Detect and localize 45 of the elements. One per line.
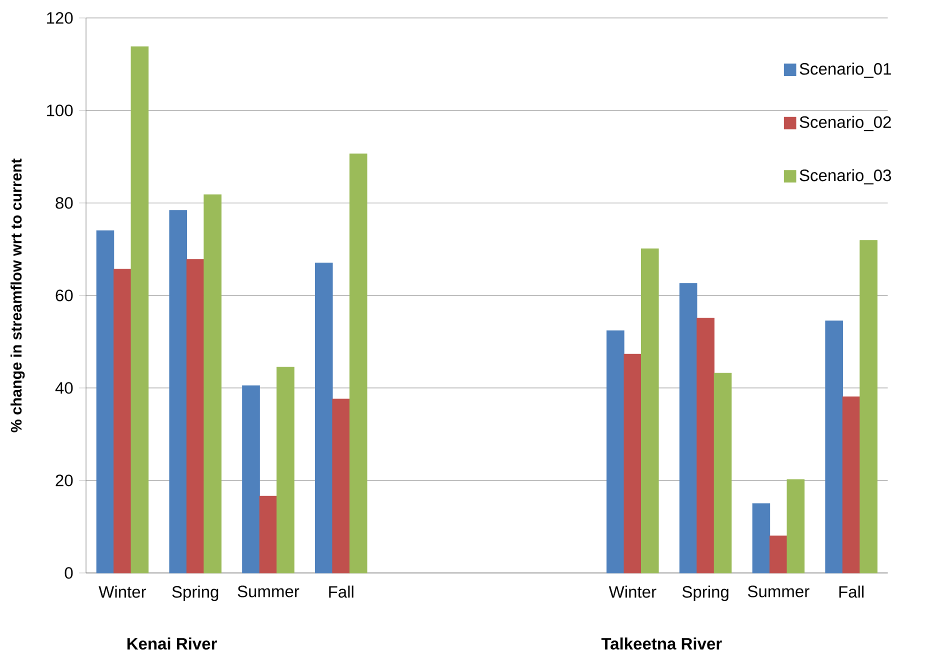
bar xyxy=(96,230,114,574)
text: Kenai River xyxy=(127,638,217,650)
y-tick-label: 20 xyxy=(56,474,73,486)
bar xyxy=(860,240,878,574)
text: Talkeetna River xyxy=(601,638,722,650)
bar xyxy=(696,318,714,574)
bar xyxy=(641,248,659,574)
bar xyxy=(624,354,642,574)
y-tick-label: 80 xyxy=(56,197,73,209)
x-tick-label: Spring xyxy=(172,586,218,602)
y-tick-label: 0 xyxy=(64,567,73,579)
legend-label: Scenario_01 xyxy=(800,62,891,78)
x-tick-label: Fall xyxy=(839,586,864,598)
bar xyxy=(169,210,188,574)
bar xyxy=(606,330,624,574)
y-tick-label: 60 xyxy=(56,290,73,302)
bar xyxy=(842,396,860,574)
bar xyxy=(349,154,368,574)
bar xyxy=(714,372,732,574)
bar xyxy=(114,268,132,574)
bar xyxy=(314,262,333,574)
y-axis-title: % change in streamflow wrt to current xyxy=(10,158,25,432)
bar xyxy=(752,503,770,574)
x-tick-label: Summer xyxy=(238,586,300,598)
legend-label: Scenario_03 xyxy=(800,169,891,184)
bar xyxy=(276,366,294,574)
x-tick-label: Winter xyxy=(98,586,146,598)
y-tick-label: 100 xyxy=(47,104,73,116)
x-tick-label: Spring xyxy=(682,586,728,602)
bar xyxy=(242,385,260,574)
x-tick-label: Fall xyxy=(329,586,354,598)
bar xyxy=(186,259,204,574)
bar xyxy=(204,194,222,574)
bar xyxy=(770,536,788,574)
bar xyxy=(825,320,843,574)
x-tick-label: Winter xyxy=(608,586,656,598)
bar xyxy=(259,496,278,574)
legend-label: Scenario_02 xyxy=(800,116,891,132)
bar xyxy=(332,398,350,574)
x-tick-label: Summer xyxy=(748,586,810,598)
y-tick-label: 40 xyxy=(55,382,73,394)
bar xyxy=(786,479,805,574)
y-tick-label: 120 xyxy=(47,12,73,24)
bar xyxy=(130,46,149,574)
bar xyxy=(679,283,698,574)
